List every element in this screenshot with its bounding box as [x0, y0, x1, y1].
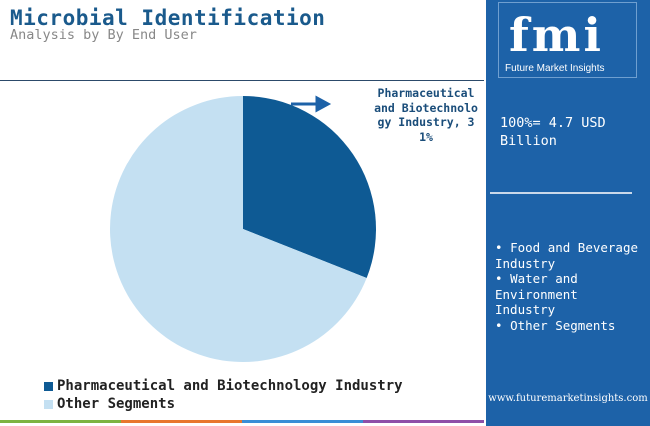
pie-chart	[110, 95, 377, 362]
segment-list: Food and Beverage Industry Water and Env…	[495, 240, 645, 333]
fmi-logo: fmi Future Market Insights	[498, 2, 637, 78]
bottom-bar-segment	[121, 420, 242, 423]
panel-divider	[490, 192, 632, 194]
header-divider	[0, 80, 484, 81]
logo-subtitle: Future Market Insights	[505, 63, 605, 74]
market-size-text: 100%= 4.7 USD Billion	[500, 115, 606, 149]
legend-swatch	[44, 381, 53, 391]
bottom-color-bar	[0, 420, 484, 423]
pie-slice-other	[110, 96, 367, 362]
legend-item-other: Other Segments	[44, 395, 403, 413]
website-url: www.futuremarketinsights.com	[488, 393, 648, 404]
bottom-bar-segment	[363, 420, 484, 423]
logo-text: fmi	[509, 8, 604, 62]
legend-swatch	[44, 399, 53, 409]
chart-subtitle: Analysis by By End User	[10, 27, 197, 43]
pie-slices	[110, 96, 377, 362]
segment-item: Food and Beverage Industry	[495, 240, 645, 271]
callout-arrow	[291, 95, 332, 113]
legend-label: Pharmaceutical and Biotechnology Industr…	[57, 378, 403, 394]
legend-item-pharma: Pharmaceutical and Biotechnology Industr…	[44, 377, 403, 395]
legend-label: Other Segments	[57, 396, 176, 412]
chart-title: Microbial Identification	[10, 6, 326, 30]
bottom-bar-segment	[242, 420, 363, 423]
pie-slice-pharma	[243, 96, 377, 278]
segment-item: Other Segments	[495, 318, 645, 334]
bottom-bar-segment	[0, 420, 121, 423]
slice-callout-label: Pharmaceutical and Biotechnology Industr…	[374, 86, 478, 144]
segment-item: Water and Environment Industry	[495, 271, 645, 318]
info-panel: fmi Future Market Insights 100%= 4.7 USD…	[486, 0, 650, 426]
legend: Pharmaceutical and Biotechnology Industr…	[44, 377, 403, 413]
